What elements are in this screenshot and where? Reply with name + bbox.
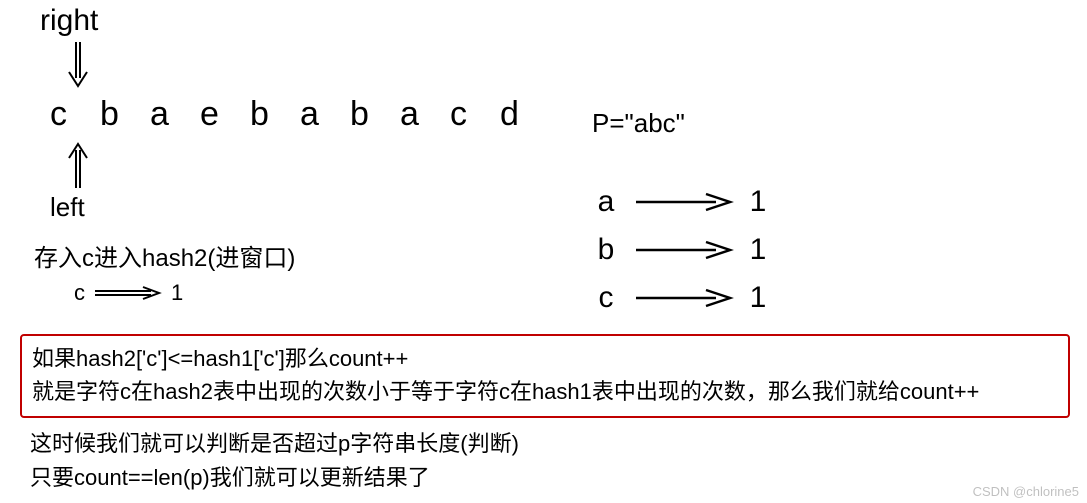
- hash1-value: 1: [748, 185, 768, 219]
- hash1-row: c1: [592, 281, 768, 315]
- p-expression: P="abc": [592, 108, 685, 139]
- hash2-value: 1: [171, 280, 183, 306]
- hash1-value: 1: [748, 233, 768, 267]
- hash2-entry: c 1: [74, 280, 183, 306]
- after-line-1: 这时候我们就可以判断是否超过p字符串长度(判断): [30, 426, 519, 458]
- char-5: a: [300, 95, 350, 134]
- hash1-key: c: [592, 281, 620, 315]
- arrow-right-icon: [634, 240, 734, 260]
- hash1-row: a1: [592, 185, 768, 219]
- hash1-list: a1b1c1: [592, 185, 768, 329]
- hash1-key: a: [592, 185, 620, 219]
- hash2-caption: 存入c进入hash2(进窗口): [34, 238, 295, 273]
- hash1-key: b: [592, 233, 620, 267]
- redbox-line1: 如果hash2['c']<=hash1['c']那么count++: [32, 342, 1058, 375]
- hash1-value: 1: [748, 281, 768, 315]
- highlight-box: 如果hash2['c']<=hash1['c']那么count++ 就是字符c在…: [20, 334, 1070, 418]
- char-9: d: [500, 95, 550, 134]
- char-0: c: [50, 95, 100, 134]
- char-6: b: [350, 95, 400, 134]
- after-line-2: 只要count==len(p)我们就可以更新结果了: [30, 460, 430, 492]
- arrow-right-icon: [93, 285, 163, 301]
- char-1: b: [100, 95, 150, 134]
- char-8: c: [450, 95, 500, 134]
- arrow-down-icon: [66, 40, 90, 90]
- arrow-up-icon: [66, 140, 90, 190]
- arrow-right-icon: [634, 288, 734, 308]
- hash1-row: b1: [592, 233, 768, 267]
- char-4: b: [250, 95, 300, 134]
- pointer-left-label: left: [50, 192, 85, 223]
- char-2: a: [150, 95, 200, 134]
- string-chars: cbaebabacd: [50, 95, 550, 134]
- pointer-right-label: right: [40, 4, 98, 38]
- hash2-key: c: [74, 280, 85, 306]
- redbox-line2: 就是字符c在hash2表中出现的次数小于等于字符c在hash1表中出现的次数，那…: [32, 375, 1058, 408]
- watermark: CSDN @chlorine5: [973, 484, 1079, 499]
- char-3: e: [200, 95, 250, 134]
- arrow-right-icon: [634, 192, 734, 212]
- char-7: a: [400, 95, 450, 134]
